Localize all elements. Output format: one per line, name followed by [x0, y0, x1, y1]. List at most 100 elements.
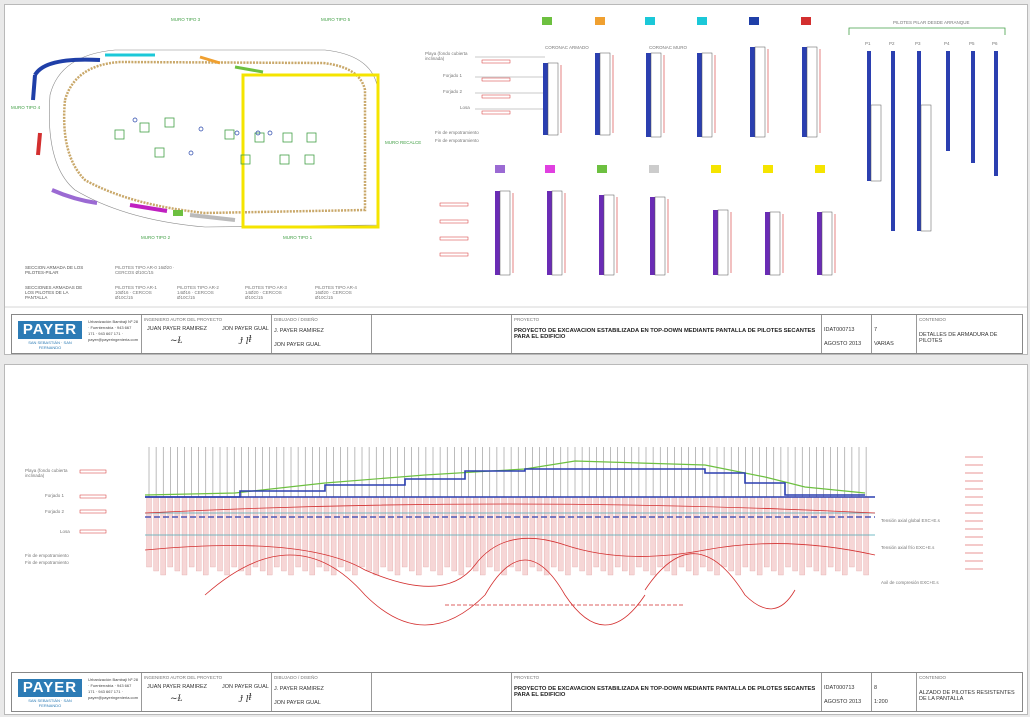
pile-shaft [295, 496, 301, 568]
pile-shaft [316, 496, 323, 568]
signature-1: ~Ɫ [170, 694, 183, 704]
pile-shaft [465, 496, 472, 568]
level-label-forjado-1: Forjado 1 [443, 73, 463, 78]
pile-shaft [330, 496, 337, 576]
sheet-2-drawing [79, 447, 983, 626]
pile-shaft [536, 496, 543, 572]
pile-shaft [572, 496, 578, 568]
legend-item-4: PILOTES TIPO AR-4 16Ø20 · CERCOS Ø10C/15 [315, 285, 357, 300]
pile-shaft [827, 496, 834, 568]
pile-shaft [707, 496, 713, 572]
sheet-scale: 1:200 [874, 699, 888, 705]
pile-shaft [444, 496, 450, 568]
pile-shaft [863, 496, 869, 576]
pilote-pilar-p5: P5 [969, 41, 975, 46]
pile-shaft [224, 496, 230, 576]
pile-shaft [252, 496, 259, 568]
payer-logo-subtitle: SAN SEBASTIÁN · SAN FERNANDO [28, 340, 72, 350]
content-label: CONTENIDO [919, 675, 946, 680]
pile-shaft [281, 496, 287, 572]
crown-label-armado: CORONAC ARMADO [545, 45, 589, 50]
drawing-sheet-2: Playa (fondo cubierta inclinada) Forjado… [4, 364, 1028, 715]
pile-shaft [167, 496, 173, 568]
company-address: Urbanización Bambaji Nº 28 · Fuenterrabí… [88, 677, 139, 700]
elev-note-2: Axil de compresión EXC+E.s [881, 580, 939, 585]
elev-note-0: Tensión axial global EXC+E.s [881, 518, 940, 523]
pile-shaft [409, 496, 415, 572]
pile-shaft [522, 496, 528, 576]
pile-shaft [472, 496, 479, 572]
payer-logo-subtitle: SAN SEBASTIÁN · SAN FERNANDO [28, 698, 72, 708]
red-wall-segment [36, 132, 42, 156]
pile-shaft [792, 496, 798, 572]
pile-shaft [430, 496, 436, 572]
pile-shaft [309, 496, 315, 576]
elev-note-1: Tensión axial frío EXC+E.s [881, 545, 935, 550]
pile-shaft [693, 496, 699, 576]
legend-item-0: PILOTES TIPO AR-0 16Ø20 · CERCOS Ø10C/15 [115, 265, 175, 275]
pile-shaft [267, 496, 273, 576]
pile-shaft [799, 496, 805, 576]
content-label: CONTENIDO [919, 317, 946, 322]
legend-title-1: SECCION ARMADA DE LOS PILOTES-PILAR [25, 265, 84, 275]
moment-diagrams [144, 503, 876, 626]
project-title: PROYECTO DE EXCAVACION ESTABILIZADA EN T… [514, 686, 816, 698]
drawn-role-label: DIBUJADO / DISEÑO [274, 317, 318, 322]
legend-item-2: PILOTES TIPO AR-2 14Ø16 · CERCOS Ø10C/15 [177, 285, 219, 300]
pile-shaft [394, 496, 401, 576]
pile-sections-bottom [5, 165, 1027, 308]
drawn-by-1: J. PAYER RAMIREZ [274, 686, 324, 692]
pile-plan [31, 49, 380, 229]
pile-shaft [806, 496, 812, 568]
pile-shaft [622, 496, 628, 572]
pile-shaft [458, 496, 465, 576]
level-label-losa: Losa [460, 105, 470, 110]
level-markers [79, 469, 107, 534]
elev-level-fin-1: Fin de empotramiento [25, 553, 69, 558]
wall-label-3: MURO TIPO 3 [171, 17, 201, 22]
pile-shaft [501, 496, 507, 576]
pile-shaft [423, 496, 429, 568]
sheet-1-drawing [5, 17, 1027, 308]
pile-shaft [856, 496, 862, 572]
pilote-pilar-p1: P1 [865, 41, 871, 46]
author-role-label: INGENIERO AUTOR DEL PROYECTO [144, 675, 223, 680]
company-address: Urbanización Bambaji Nº 28 · Fuenterrabí… [88, 319, 139, 342]
pile-shaft [614, 496, 621, 568]
pile-shaft [728, 496, 734, 572]
pile-shaft [338, 496, 344, 568]
elev-level-fin-2: Fin de empotramiento [25, 560, 69, 565]
pile-shaft [401, 496, 408, 568]
pile-shaft [160, 496, 166, 576]
pile-shaft [387, 496, 394, 572]
pile-shaft [174, 496, 181, 572]
signature-2: ɟ ꞁⱡ [240, 335, 252, 345]
payer-logo: PAYER [18, 321, 82, 339]
pile-shaft [586, 496, 592, 576]
pile-shaft [664, 496, 670, 572]
sheet-content: DETALLES DE ARMADURA DE PILOTES [919, 332, 998, 344]
pilote-pilar-p2: P2 [889, 41, 895, 46]
pile-shaft [700, 496, 706, 568]
signature-1: ~Ɫ [170, 336, 183, 346]
pile-shaft [650, 496, 656, 576]
project-label: PROYECTO [514, 317, 540, 322]
pile-shaft [373, 496, 379, 576]
pile-shaft [835, 496, 841, 572]
pile-shaft [671, 496, 678, 576]
pile-shaft [579, 496, 585, 572]
pile-shaft [764, 496, 770, 568]
pile-shaft [196, 496, 202, 572]
pile-shaft [238, 496, 244, 572]
project-title: PROYECTO DE EXCAVACION ESTABILIZADA EN T… [514, 328, 816, 340]
pile-shaft [849, 496, 855, 568]
wall-label-2: MURO TIPO 2 [141, 235, 171, 240]
drawn-by-2: JON PAYER GUAL [274, 700, 321, 706]
pile-shaft [842, 496, 848, 576]
capping-beams [144, 460, 875, 536]
pile-shaft [785, 496, 791, 568]
pile-shaft [153, 496, 159, 572]
legend-title-2: SECCIONES ARMADAS DE LOS PILOTES DE LA P… [25, 285, 83, 300]
title-block-2: PAYER SAN SEBASTIÁN · SAN FERNANDO Urban… [11, 672, 1023, 712]
elev-level-forjado-1: Forjado 1 [45, 493, 65, 498]
